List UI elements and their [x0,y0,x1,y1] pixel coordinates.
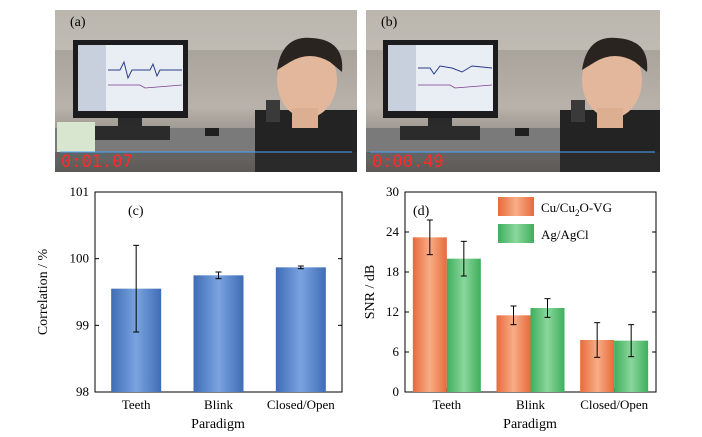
chart-d-x-axis-label: Paradigm [503,417,557,432]
y-tick-label: 0 [393,384,400,399]
y-tick-label: 18 [386,264,399,279]
legend-swatch-cu [498,197,534,216]
bar [496,315,531,392]
x-tick-label: Blink [516,397,545,412]
y-tick-label: 6 [393,344,400,359]
bar [530,308,565,392]
photo-b: 0:00.49 (b) [366,10,660,172]
y-tick-label: 98 [76,384,89,399]
chart-c-y-axis-label: Correlation / % [36,249,51,336]
bar [193,275,244,392]
timestamp-a: 0:01.07 [61,152,133,172]
x-tick-label: Blink [204,397,233,412]
timestamp-b: 0:00.49 [372,152,444,172]
monitor [383,40,498,126]
bar [446,258,481,392]
x-tick-label: Teeth [122,397,151,412]
y-tick-label: 100 [70,251,90,266]
person-icon [255,37,357,172]
legend-label-cu: Cu/Cu2O-VG [541,200,612,218]
x-tick-label: Teeth [432,397,461,412]
y-tick-label: 101 [70,184,90,199]
legend-swatch-ag [498,224,534,243]
bar [412,237,447,392]
chart-c-x-axis-label: Paradigm [191,417,245,432]
chart-c: (c) Correlation / % Paradigm 98 99 100 101 T… [36,184,343,432]
legend-label-ag: Ag/AgCl [541,227,589,242]
y-tick-label: 24 [386,224,400,239]
panel-label-b: (b) [381,15,398,30]
y-tick-label: 12 [386,304,399,319]
chart-d-legend: Cu/Cu2O-VG Ag/AgCl [498,197,612,243]
y-tick-label: 99 [76,317,89,332]
chart-c-panel-label: (c) [128,204,144,219]
y-tick-label: 30 [386,184,399,199]
bar [275,267,326,392]
monitor [73,40,188,126]
x-tick-label: Closed/Open [267,397,335,412]
x-tick-label: Closed/Open [580,397,648,412]
person-icon [560,37,660,172]
chart-d: (d) SNR / dB Paradigm 0 6 12 18 24 30 Teeth Bli… [363,184,657,432]
panel-label-a: (a) [70,15,86,30]
chart-d-y-axis-label: SNR / dB [363,265,378,319]
chart-d-panel-label: (d) [413,204,430,219]
photo-a: 0:01.07 (a) [55,10,357,172]
